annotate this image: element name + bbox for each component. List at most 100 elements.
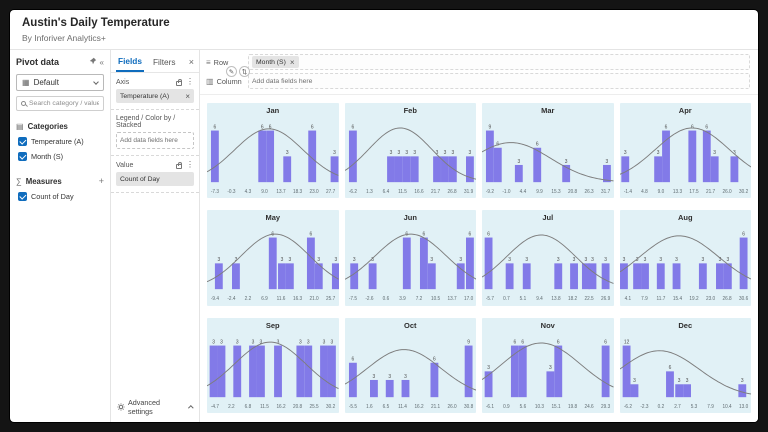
svg-text:6: 6 — [668, 365, 671, 371]
kebab-menu-icon[interactable]: ⋮ — [186, 160, 194, 169]
svg-text:11.7: 11.7 — [656, 296, 665, 302]
kebab-menu-icon[interactable]: ⋮ — [186, 77, 194, 86]
tab-fields[interactable]: Fields — [116, 55, 144, 72]
edit-pivot-button[interactable]: ✎ — [226, 66, 237, 77]
chart-panel-jan[interactable]: Jan 6 6 6 3 6 3 -7.3 -0.3 4.3 9.0 13.7 18.3 23.0 27.7 — [207, 103, 339, 199]
svg-text:3: 3 — [606, 159, 609, 165]
svg-text:30.2: 30.2 — [739, 189, 748, 195]
search-input[interactable] — [29, 100, 99, 107]
svg-text:-6.1: -6.1 — [486, 403, 494, 409]
svg-text:4.3: 4.3 — [245, 189, 252, 195]
checkbox-checked-icon[interactable] — [18, 192, 27, 201]
add-measure-icon[interactable]: + — [98, 176, 104, 186]
chart-plot-jul[interactable]: 63 3 3 3 3 3 3-5.7 0.7 5.1 9.4 13.8 18.2 22.5 26.9 — [482, 222, 614, 304]
pin-icon[interactable] — [89, 57, 97, 67]
search-icon — [21, 101, 26, 106]
column-dropzone-placeholder: Add data fields here — [252, 77, 313, 85]
checkbox-checked-icon[interactable] — [18, 152, 27, 161]
collapse-panel-icon[interactable]: « — [99, 57, 104, 67]
remove-field-icon[interactable]: × — [289, 57, 295, 67]
chart-plot-jun[interactable]: 3 36 63 36-7.5 -2.6 0.6 3.9 7.2 10.5 13.7 17.0 — [344, 222, 477, 304]
svg-text:3: 3 — [565, 159, 568, 165]
chart-panel-mar[interactable]: Mar 9 6 3 6 3 3 -9.2 -1.0 4.4 9.9 15.3 20.8 26.3 31.7 — [482, 103, 614, 199]
chart-plot-may[interactable]: 3 363 363 3-9.4 -2.4 2.2 6.9 11.6 16.3 21.0 25.7 — [207, 222, 339, 304]
tab-filters[interactable]: Filters — [152, 57, 176, 67]
svg-text:6: 6 — [487, 232, 490, 238]
svg-text:0.6: 0.6 — [382, 296, 389, 302]
svg-text:-9.4: -9.4 — [211, 296, 219, 302]
svg-text:16.6: 16.6 — [414, 189, 423, 195]
app-header: Austin's Daily Temperature By Inforiver … — [10, 10, 758, 50]
preset-dropdown-value: Default — [33, 78, 59, 87]
chart-plot-sep[interactable]: 3 3 3 3 3 3 3 3 3 3-4.7 2.2 6.8 11.5 16.2 20.8 25.5 30.2 — [207, 330, 339, 412]
svg-text:11.5: 11.5 — [260, 403, 269, 409]
svg-text:-2.3: -2.3 — [640, 403, 648, 409]
svg-text:0.9: 0.9 — [503, 403, 510, 409]
chart-plot-oct[interactable]: 6 3 3 3 6 9 -5.5 1.6 6.5 11.4 16.2 21.1 26.0 30.8 — [344, 330, 477, 412]
chart-title: Jan — [266, 106, 280, 115]
svg-text:3: 3 — [643, 257, 646, 263]
svg-text:-7.3: -7.3 — [211, 189, 219, 195]
chart-plot-feb[interactable]: 63 3 3 3 3 3 3 3-6.2 1.3 6.4 11.5 16.6 21.7 26.8 31.9 — [344, 115, 477, 197]
measure-item-count-of-day[interactable]: Count of Day — [10, 189, 110, 204]
chart-panel-jul[interactable]: Jul 6 3 3 3 3 3 3 3 -5.7 0.7 5.1 9.4 13.8 18.2 22.5 26.9 — [482, 210, 614, 306]
svg-text:3: 3 — [389, 150, 392, 156]
preset-dropdown[interactable]: ▦ Default — [16, 74, 104, 91]
axis-section: Axis ⋮ Temperature (A) × — [111, 73, 199, 110]
svg-text:6: 6 — [351, 124, 354, 130]
svg-text:-2.4: -2.4 — [227, 296, 235, 302]
category-item-month[interactable]: Month (S) — [10, 149, 110, 164]
svg-text:3: 3 — [713, 150, 716, 156]
svg-text:1.3: 1.3 — [366, 189, 373, 195]
svg-text:9.0: 9.0 — [261, 189, 268, 195]
value-field-chip[interactable]: Count of Day — [116, 172, 194, 186]
svg-text:19.8: 19.8 — [568, 403, 577, 409]
lock-icon[interactable] — [176, 78, 183, 86]
svg-text:2.2: 2.2 — [228, 403, 235, 409]
column-label: Column — [216, 76, 242, 86]
close-icon[interactable]: × — [188, 57, 194, 67]
svg-text:13.7: 13.7 — [276, 189, 285, 195]
svg-text:3: 3 — [286, 150, 289, 156]
chart-plot-nov[interactable]: 36 636 6-6.1 0.9 5.6 10.3 15.1 19.8 24.6 29.3 — [482, 330, 614, 412]
advanced-settings-button[interactable]: Advanced settings — [111, 392, 199, 422]
chart-panel-dec[interactable]: Dec 12 3 6 3 3 3 -6.2 -2.3 0.2 2.7 5.3 7.9 10.4 13.0 — [619, 317, 752, 413]
chart-panel-feb[interactable]: Feb 6 3 3 3 3 3 3 3 3 -6.2 1.3 6.4 11.5 16.6 21.7 26.8 31… — [344, 103, 477, 199]
lock-icon[interactable] — [176, 161, 183, 169]
swap-row-column-button[interactable]: ⇅ — [239, 66, 250, 77]
chart-panel-jun[interactable]: Jun 3 3 6 6 3 3 6 -7.5 -2.6 0.6 3.9 7.2 10.5 13.7 17.0 — [344, 210, 477, 306]
svg-text:19.2: 19.2 — [689, 296, 698, 302]
checkbox-checked-icon[interactable] — [18, 137, 27, 146]
row-field-chip[interactable]: Month (S) × — [252, 56, 299, 68]
axis-field-chip[interactable]: Temperature (A) × — [116, 89, 194, 103]
chart-plot-apr[interactable]: 3 3 6 6 6 3 3 -1.4 4.8 9.0 13.3 17.5 21.7 26.0 30.2 — [619, 115, 752, 197]
chart-panel-oct[interactable]: Oct 6 3 3 3 6 9 -5.5 1.6 6.5 11.4 16.2 21.1 26.0 30.8 — [344, 317, 477, 413]
svg-text:30.8: 30.8 — [464, 403, 473, 409]
chart-panel-may[interactable]: May 3 3 6 3 3 6 3 3 -9.4 -2.4 2.2 6.9 11.6 16.3 21.0 25.… — [207, 210, 339, 306]
svg-text:-4.7: -4.7 — [211, 403, 219, 409]
column-dropzone[interactable]: Add data fields here — [248, 73, 750, 89]
row-dropzone[interactable]: Month (S) × — [248, 54, 750, 70]
svg-text:3: 3 — [633, 378, 636, 384]
chart-panel-aug[interactable]: Aug 3 3 3 3 3 3 3 3 6 4.1 7.9 11.7 15.4 19.2 23.0 26.8 30… — [619, 210, 752, 306]
svg-text:3: 3 — [335, 257, 338, 263]
svg-text:0.2: 0.2 — [657, 403, 664, 409]
remove-field-icon[interactable]: × — [185, 91, 190, 101]
chart-panel-apr[interactable]: Apr 3 3 6 6 6 3 3 -1.4 4.8 9.0 13.3 17.5 21.7 26.0 30.2 — [619, 103, 752, 199]
category-item-temperature[interactable]: Temperature (A) — [10, 134, 110, 149]
svg-text:30.6: 30.6 — [739, 296, 748, 302]
svg-text:3: 3 — [430, 257, 433, 263]
legend-dropzone[interactable]: Add data fields here — [116, 132, 194, 149]
category-item-label: Month (S) — [31, 152, 64, 161]
svg-text:3: 3 — [331, 339, 334, 345]
chart-panel-sep[interactable]: Sep 3 3 3 3 3 3 3 3 3 3 -4.7 2.2 6.8 11.5 16.2 20.8 25.5 3… — [207, 317, 339, 413]
svg-text:21.0: 21.0 — [310, 296, 319, 302]
chart-plot-aug[interactable]: 3 3 3 3 3 3 3 364.1 7.9 11.7 15.4 19.2 23.0 26.8 30.6 — [619, 222, 752, 304]
svg-text:17.5: 17.5 — [689, 189, 698, 195]
svg-text:20.8: 20.8 — [568, 189, 577, 195]
chart-panel-nov[interactable]: Nov 3 6 6 3 6 6 -6.1 0.9 5.6 10.3 15.1 19.8 24.6 29.3 — [482, 317, 614, 413]
svg-text:11.4: 11.4 — [398, 403, 407, 409]
